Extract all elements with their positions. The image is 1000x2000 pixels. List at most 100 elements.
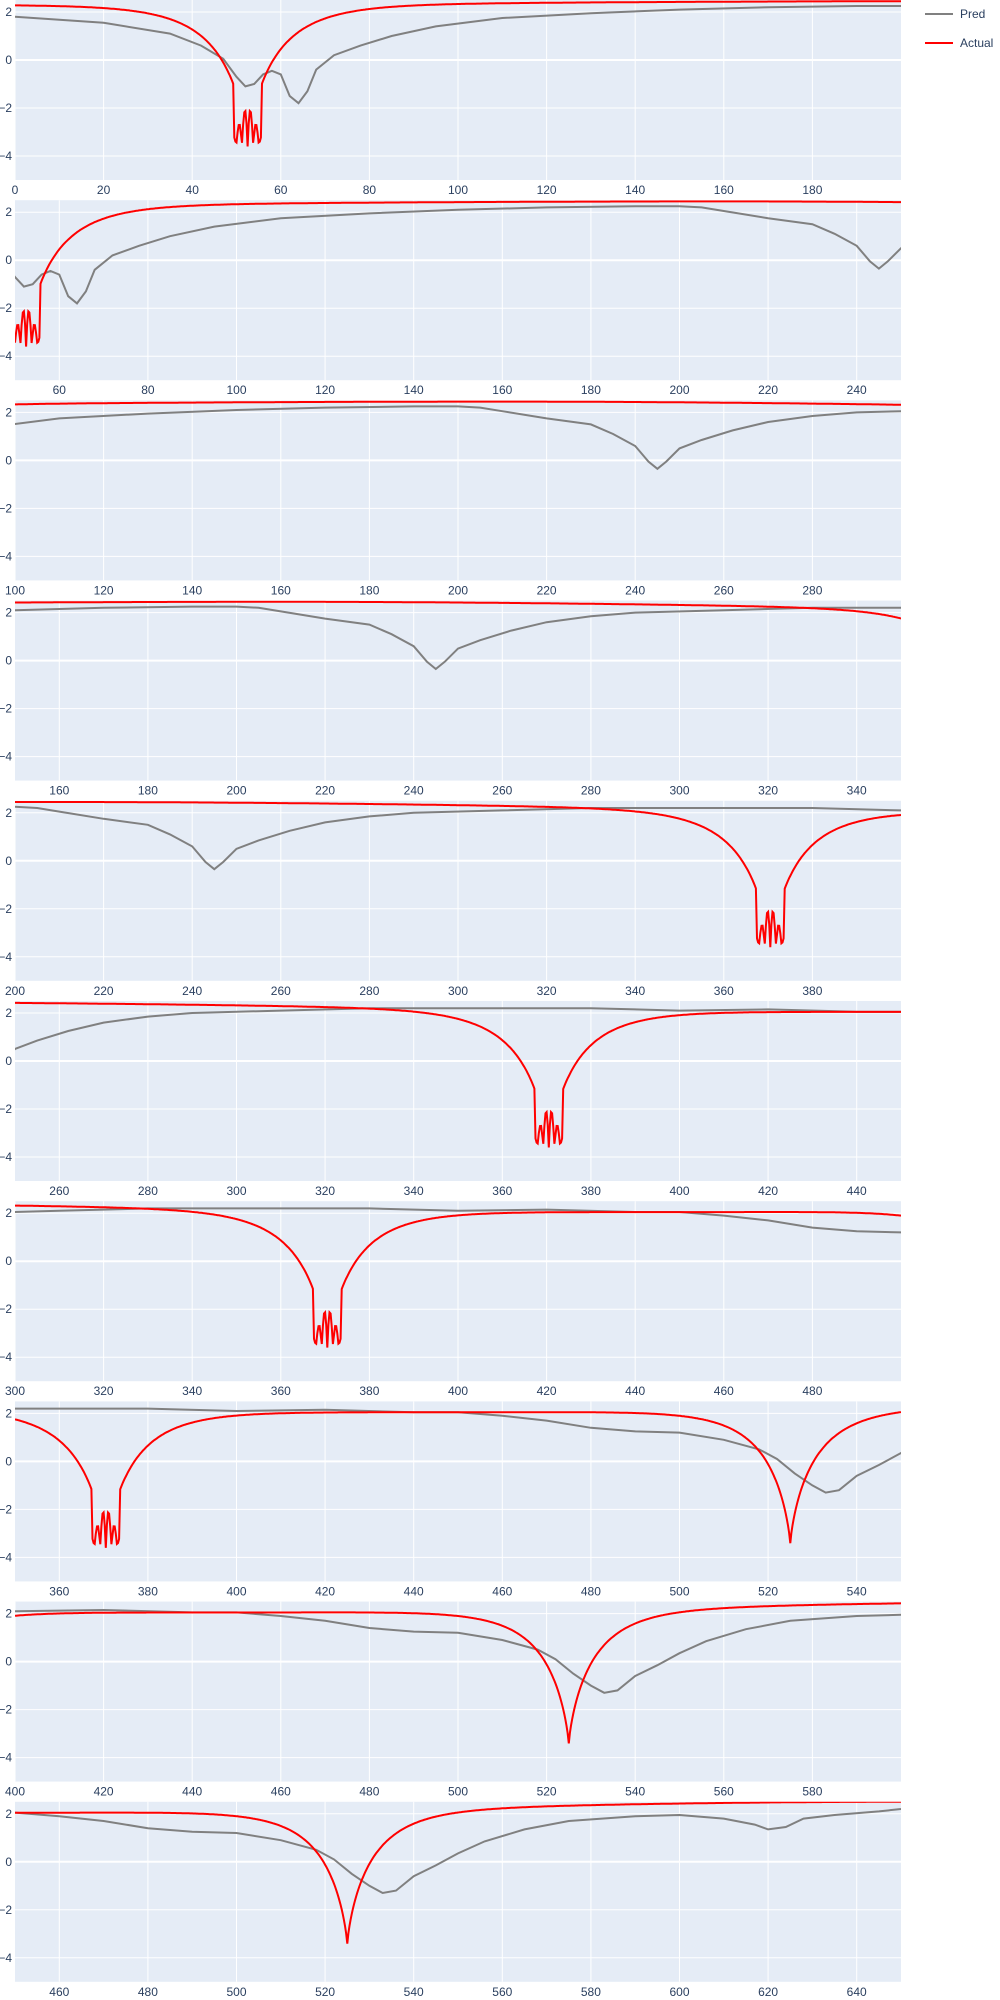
x-tick-label: 460: [492, 1584, 512, 1598]
actual-series-line: [15, 0, 901, 147]
x-tick-label: 480: [802, 1384, 822, 1398]
panel-6: 2 0 −2 −4 260 280 300 320 340 360 380 400 420 440: [0, 1001, 901, 1198]
plot-background: [15, 1401, 901, 1582]
x-tick-label: 240: [625, 583, 645, 597]
actual-series-line: [15, 1411, 901, 1548]
x-tick-label: 100: [448, 183, 468, 197]
x-tick-label: 540: [404, 1985, 424, 1999]
y-tick-label: −4: [0, 750, 12, 764]
pred-series-line: [15, 805, 901, 871]
actual-series-line: [15, 801, 901, 948]
x-tick-label: 240: [404, 784, 424, 798]
x-tick-label: 500: [226, 1985, 246, 1999]
x-tick-label: 300: [448, 984, 468, 998]
y-tick-label: 2: [5, 1206, 12, 1220]
x-tick-label: 360: [714, 984, 734, 998]
x-tick-label: 160: [714, 183, 734, 197]
x-tick-label: 340: [182, 1384, 202, 1398]
x-tick-label: 460: [49, 1985, 69, 1999]
y-tick-label: 0: [5, 654, 12, 668]
actual-series-line: [15, 1602, 901, 1744]
panel-4: 2 0 −2 −4 160 180 200 220 240 260 280 300 320 340: [0, 600, 901, 798]
y-tick-label: −4: [0, 349, 12, 363]
legend-actual-label: Actual: [960, 36, 993, 50]
x-tick-label: 520: [537, 1785, 557, 1799]
x-tick-label: 240: [182, 984, 202, 998]
y-tick-label: 2: [5, 205, 12, 219]
x-tick-label: 180: [802, 183, 822, 197]
panel-10: 2 0 −2 −4 460 480 500 520 540 560 580 600 620 640: [0, 1801, 901, 1999]
x-tick-label: 220: [315, 784, 335, 798]
panel-8: 2 0 −2 −4 360 380 400 420 440 460 480 500 520 540: [0, 1401, 901, 1598]
y-tick-label: 0: [5, 53, 12, 67]
y-tick-label: 0: [5, 854, 12, 868]
x-tick-label: 200: [669, 383, 689, 397]
x-tick-label: 80: [141, 383, 155, 397]
actual-series-line: [15, 1801, 901, 1944]
x-tick-label: 520: [315, 1985, 335, 1999]
panel-1: 20−2−40 20 40 60 80 100 120 140 160 180: [0, 0, 901, 197]
plot-background: [15, 200, 901, 381]
x-tick-label: 480: [581, 1584, 601, 1598]
x-tick-label: 320: [315, 1184, 335, 1198]
y-tick-label: 0: [5, 1054, 12, 1068]
x-tick-label: 240: [847, 383, 867, 397]
x-tick-label: 220: [758, 383, 778, 397]
y-tick-label: −2: [0, 1903, 12, 1917]
y-tick-label: −4: [0, 1550, 12, 1564]
y-tick-label: 2: [5, 806, 12, 820]
x-tick-label: 180: [359, 583, 379, 597]
x-tick-label: 600: [669, 1985, 689, 1999]
y-tick-label: 0: [5, 1254, 12, 1268]
y-tick-label: −2: [0, 1102, 12, 1116]
x-tick-label: 420: [94, 1785, 114, 1799]
x-tick-label: 160: [492, 383, 512, 397]
x-tick-label: 380: [802, 984, 822, 998]
x-tick-label: 460: [271, 1785, 291, 1799]
actual-series-line: [15, 400, 901, 406]
x-tick-label: 300: [5, 1384, 25, 1398]
x-tick-label: 400: [448, 1384, 468, 1398]
x-tick-label: 320: [758, 784, 778, 798]
pred-series-line: [15, 205, 901, 305]
x-tick-label: 180: [138, 784, 158, 798]
panel-3: 2 0 −2 −4 100 120 140 160 180 200 220 240 260 280: [0, 400, 901, 597]
x-tick-label: 160: [271, 583, 291, 597]
x-tick-label: 200: [448, 583, 468, 597]
y-tick-label: 0: [5, 1855, 12, 1869]
y-tick-label: 2: [5, 1406, 12, 1420]
x-tick-label: 540: [625, 1785, 645, 1799]
y-tick-label: −2: [0, 101, 12, 115]
y-tick-label: −2: [0, 1703, 12, 1717]
x-tick-label: 420: [537, 1384, 557, 1398]
x-tick-label: 120: [315, 383, 335, 397]
x-tick-label: 180: [581, 383, 601, 397]
y-tick-label: −4: [0, 950, 12, 964]
x-tick-label: 480: [359, 1785, 379, 1799]
pred-series-line: [15, 605, 901, 671]
x-tick-label: 500: [448, 1785, 468, 1799]
y-tick-label: 0: [5, 253, 12, 267]
x-tick-label: 400: [5, 1785, 25, 1799]
x-tick-label: 460: [714, 1384, 734, 1398]
x-tick-label: 260: [492, 784, 512, 798]
plot-background: [15, 1001, 901, 1181]
x-tick-label: 140: [404, 383, 424, 397]
x-tick-label: 260: [49, 1184, 69, 1198]
x-tick-label: 360: [271, 1384, 291, 1398]
x-tick-label: 300: [669, 784, 689, 798]
y-tick-label: −4: [0, 1350, 12, 1364]
x-tick-label: 160: [49, 784, 69, 798]
x-tick-label: 380: [138, 1584, 158, 1598]
x-tick-label: 580: [802, 1785, 822, 1799]
legend: Pred Actual: [925, 7, 993, 50]
x-tick-label: 500: [669, 1584, 689, 1598]
x-tick-label: 440: [404, 1584, 424, 1598]
x-tick-label: 640: [847, 1985, 867, 1999]
x-tick-label: 100: [5, 583, 25, 597]
x-tick-label: 340: [404, 1184, 424, 1198]
y-tick-label: −2: [0, 702, 12, 716]
x-tick-label: 300: [226, 1184, 246, 1198]
x-tick-label: 560: [714, 1785, 734, 1799]
x-tick-label: 220: [537, 583, 557, 597]
